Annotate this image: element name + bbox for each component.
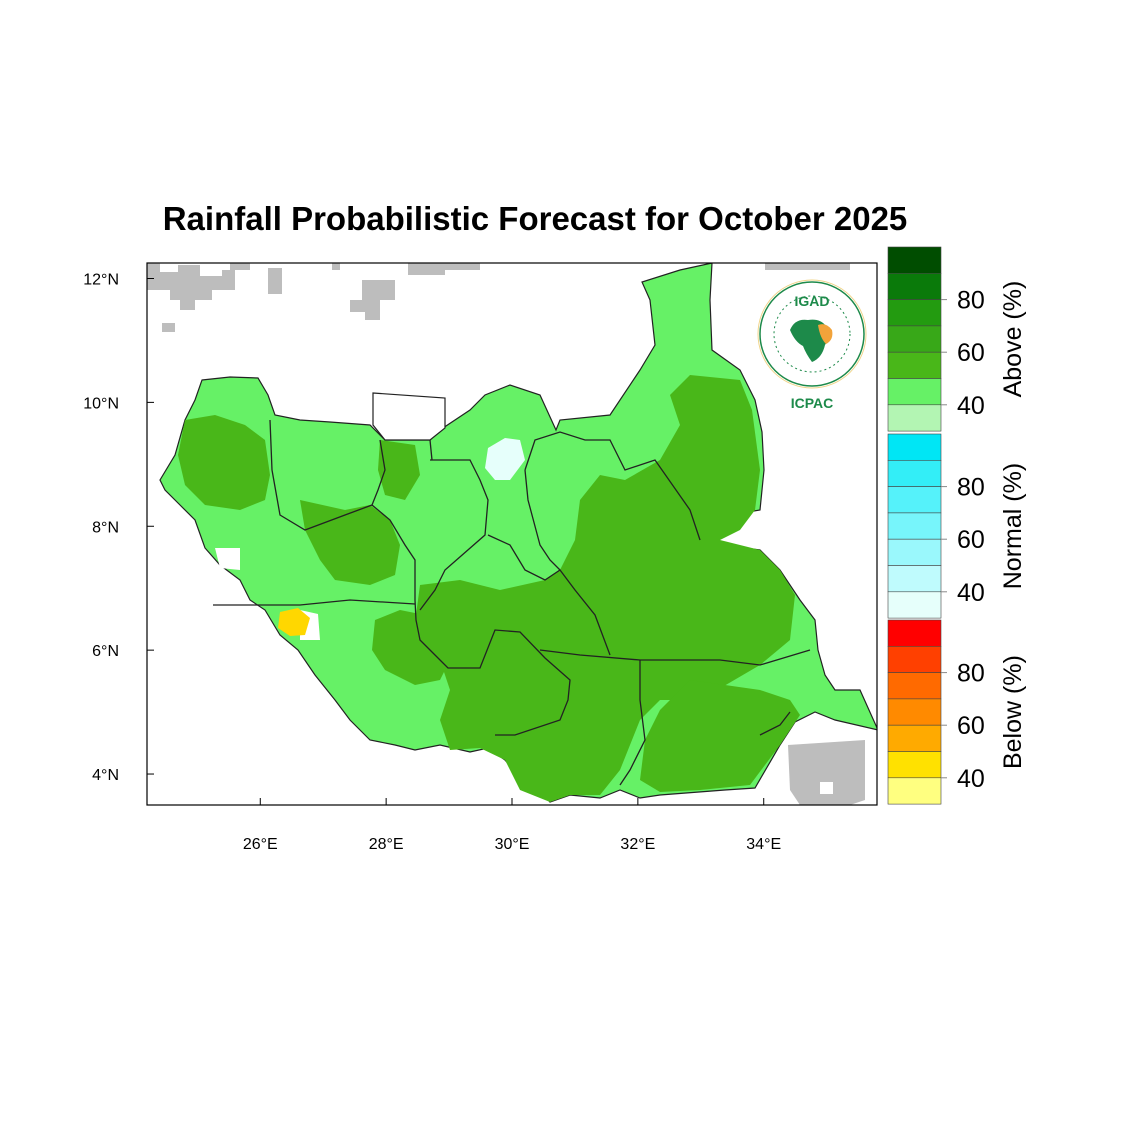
normal-colorbar-tick-label: 40 (957, 579, 985, 607)
map-title: Rainfall Probabilistic Forecast for Octo… (162, 200, 908, 237)
above-colorbar-box (887, 299, 942, 327)
below-40-50-patch (278, 608, 310, 636)
longitude-axis: 26°E 28°E 30°E 32°E 34°E (243, 798, 781, 853)
below-colorbar-tick-label: 80 (957, 660, 985, 688)
above-colorbar-box (887, 378, 942, 406)
logo-ring-icon (759, 281, 865, 387)
above-colorbar-box (887, 404, 942, 432)
normal-colorbar-box (887, 512, 942, 540)
normal-patch (485, 438, 525, 480)
normal-colorbar-box (887, 565, 942, 593)
below-colorbar-box (887, 724, 942, 752)
logo-icpac-text: ICPAC (791, 395, 834, 411)
lon-tick-label: 28°E (369, 836, 404, 853)
no-forecast-gap (215, 548, 240, 570)
below-colorbar-title: Below (%) (999, 655, 1027, 769)
above-colorbar-box (887, 272, 942, 300)
above-50-60-regions (178, 375, 800, 802)
below-colorbar-tick-label: 40 (957, 765, 985, 793)
above-colorbar-box (887, 325, 942, 353)
lon-tick-label: 30°E (495, 836, 530, 853)
lat-tick-label: 8°N (92, 519, 119, 536)
lat-tick-label: 6°N (92, 643, 119, 660)
normal-colorbar-tick-label: 80 (957, 474, 985, 502)
below-colorbar-box (887, 619, 942, 647)
normal-colorbar-tick-label: 60 (957, 526, 985, 554)
below-colorbar-box (887, 751, 942, 779)
above-colorbar-box (887, 246, 942, 274)
lon-tick-label: 26°E (243, 836, 278, 853)
above-colorbar-title: Above (%) (999, 281, 1027, 398)
normal-colorbar-box (887, 433, 942, 461)
above-colorbar-tick-label: 40 (957, 392, 985, 420)
below-colorbar-tick-label: 60 (957, 712, 985, 740)
lon-tick-label: 32°E (620, 836, 655, 853)
normal-colorbar-title: Normal (%) (999, 463, 1027, 589)
logo-igad-text: IGAD (795, 293, 830, 309)
lat-tick-label: 4°N (92, 767, 119, 784)
state-boundaries (213, 419, 811, 786)
map-content (147, 263, 877, 805)
lat-tick-label: 12°N (83, 271, 119, 288)
normal-colorbar-box (887, 591, 942, 619)
above-colorbar-box (887, 351, 942, 379)
normal-colorbar-box (887, 459, 942, 487)
normal-colorbar-box (887, 538, 942, 566)
probability-colorbar: 80 60 40 Above (%) 80 60 40 Normal (%) 80 60 40 Bel… (887, 246, 1027, 805)
below-colorbar-box (887, 698, 942, 726)
below-colorbar-box (887, 777, 942, 805)
igad-region-icon (818, 324, 833, 344)
normal-colorbar-box (887, 486, 942, 514)
igad-icpac-logo: IGAD ICPAC (757, 279, 867, 411)
below-colorbar-box (887, 645, 942, 673)
below-colorbar-box (887, 672, 942, 700)
lat-tick-label: 10°N (83, 395, 119, 412)
white-box-region (372, 392, 446, 441)
lon-tick-label: 34°E (746, 836, 781, 853)
above-colorbar-tick-label: 80 (957, 287, 985, 315)
latitude-axis: 12°N 10°N 8°N 6°N 4°N (83, 271, 154, 784)
above-colorbar-tick-label: 60 (957, 339, 985, 367)
